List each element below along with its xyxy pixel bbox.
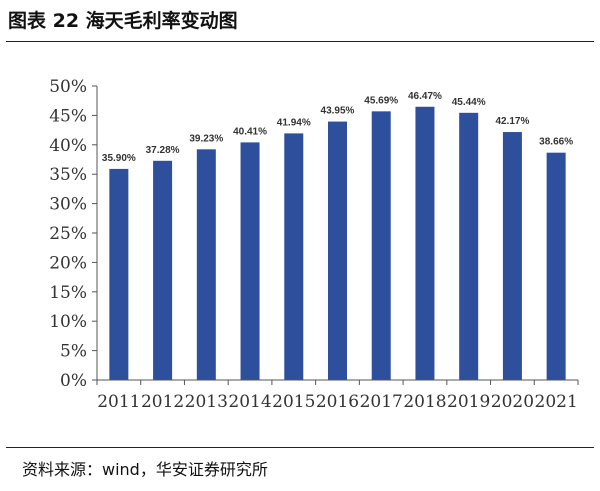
data-label-2012: 37.28%	[146, 145, 180, 156]
bar-2017	[371, 111, 391, 380]
x-axis: 2011 2012 2013 2014 2015 2016 2017 2018 2019 2020…	[96, 379, 579, 412]
data-label-2011: 35.90%	[102, 153, 136, 164]
x-tick-label-2017: 2017	[360, 392, 403, 412]
y-tick-label: 5%	[60, 342, 87, 362]
x-tick-label-2011: 2011	[97, 392, 140, 412]
x-tick-label-2014: 2014	[228, 392, 271, 412]
bar-2015	[284, 133, 304, 380]
bar-2020	[502, 132, 522, 380]
y-axis: 0% 5% 10% 15% 20% 25% 30% 35% 40% 45% 50%	[49, 77, 98, 391]
bar-2014	[240, 142, 260, 380]
bar-2013	[196, 149, 216, 380]
y-tick-label: 20%	[49, 253, 87, 273]
x-tick-label-2019: 2019	[447, 392, 490, 412]
data-label-2014: 40.41%	[233, 126, 267, 137]
bar-2011	[109, 168, 129, 380]
source-note: 资料来源：wind，华安证券研究所	[22, 460, 268, 479]
y-tick-label: 35%	[49, 165, 87, 185]
data-label-2017: 45.69%	[364, 95, 398, 106]
y-tick-label: 15%	[49, 283, 87, 303]
data-labels: 35.90% 37.28% 39.23% 40.41% 41.94% 43.95% 45.6…	[102, 91, 573, 164]
data-label-2019: 45.44%	[452, 97, 486, 108]
bar-2021	[546, 152, 566, 380]
data-label-2021: 38.66%	[539, 137, 573, 148]
bar-chart: 0% 5% 10% 15% 20% 25% 30% 35% 40% 45% 50% 35.90% 37…	[49, 77, 579, 412]
x-tick-label-2018: 2018	[403, 392, 446, 412]
y-tick-label: 50%	[49, 77, 87, 97]
data-label-2013: 39.23%	[189, 133, 223, 144]
data-label-2016: 43.95%	[321, 106, 355, 117]
y-tick-label: 40%	[49, 136, 87, 156]
y-tick-label: 0%	[60, 371, 87, 391]
x-tick-label-2012: 2012	[141, 392, 184, 412]
y-tick-label: 10%	[49, 312, 87, 332]
y-tick-label: 25%	[49, 224, 87, 244]
x-tick-label-2016: 2016	[316, 392, 359, 412]
bar-2016	[328, 121, 347, 380]
bar-2012	[153, 160, 173, 380]
data-label-2018: 46.47%	[408, 91, 442, 102]
y-tick-label: 45%	[49, 106, 87, 126]
bar-2018	[415, 106, 435, 380]
data-label-2015: 41.94%	[277, 117, 311, 128]
bar-2019	[459, 112, 479, 380]
x-tick-label-2020: 2020	[491, 392, 534, 412]
x-tick-label-2021: 2021	[535, 392, 578, 412]
title-divider	[6, 41, 594, 42]
x-tick-label-2015: 2015	[272, 392, 315, 412]
bars	[109, 106, 566, 380]
figure-title: 图表 22 海天毛利率变动图	[8, 10, 238, 32]
y-tick-label: 30%	[49, 195, 87, 215]
x-tick-label-2013: 2013	[185, 392, 228, 412]
data-label-2020: 42.17%	[495, 116, 529, 127]
source-divider	[6, 447, 594, 448]
